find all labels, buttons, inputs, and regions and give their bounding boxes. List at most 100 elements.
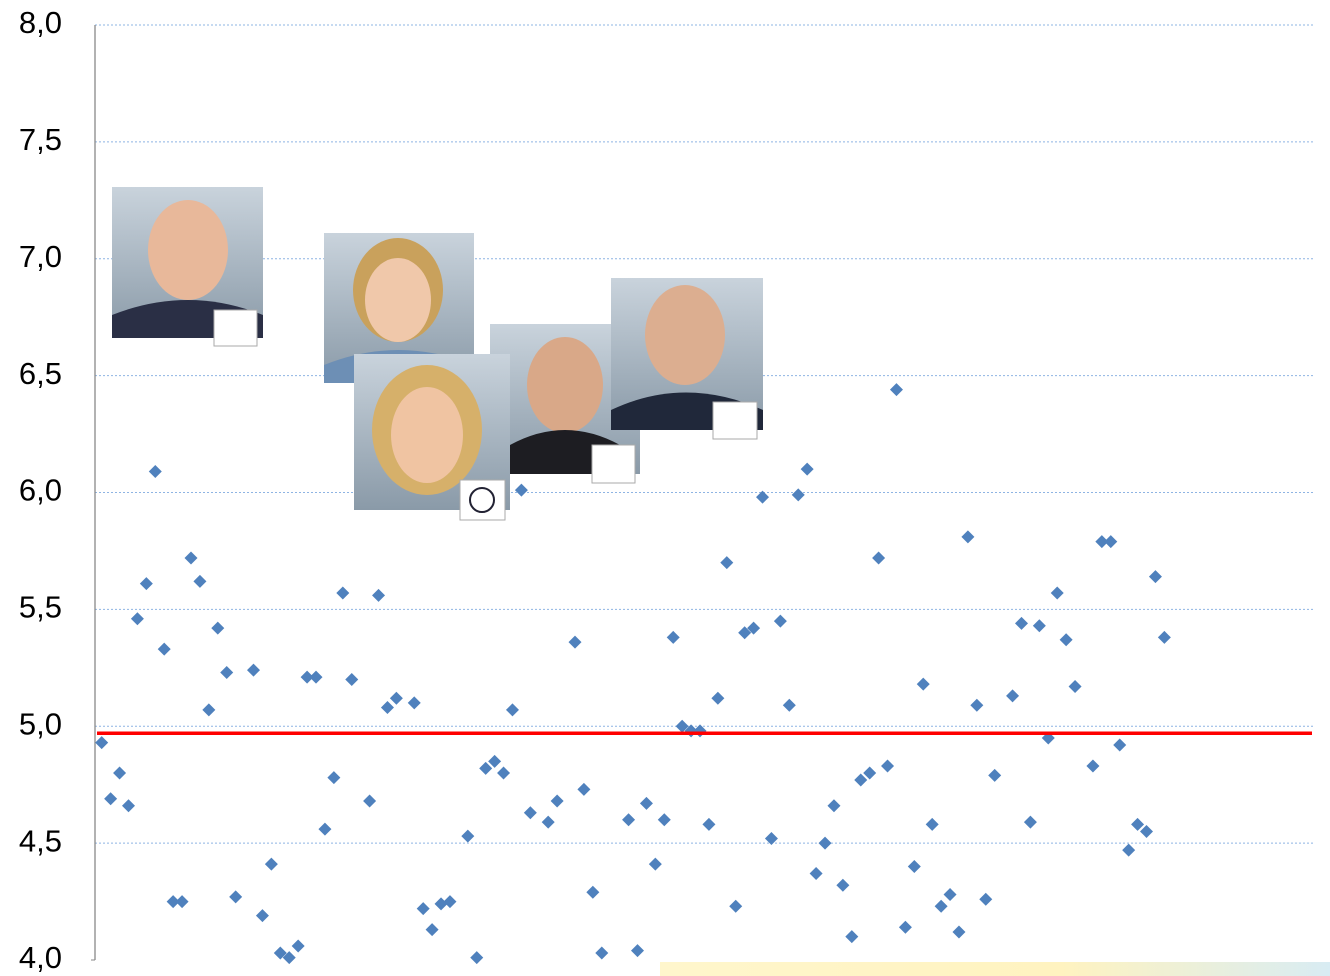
point [104, 792, 117, 805]
point [640, 797, 653, 810]
point [1131, 818, 1144, 831]
point [310, 671, 323, 684]
y-tick-label: 6,5 [19, 356, 62, 391]
point [952, 925, 965, 938]
point [1033, 619, 1046, 632]
point [372, 589, 385, 602]
point [390, 692, 403, 705]
point [1024, 816, 1037, 829]
point [586, 886, 599, 899]
point [381, 701, 394, 714]
point [176, 895, 189, 908]
y-tick-label: 6,0 [19, 473, 62, 508]
point [417, 902, 430, 915]
point [1006, 689, 1019, 702]
point [426, 923, 439, 936]
y-tick-label: 5,5 [19, 590, 62, 625]
point [158, 643, 171, 656]
point [256, 909, 269, 922]
point [845, 930, 858, 943]
point [836, 879, 849, 892]
point [247, 664, 260, 677]
point [149, 465, 162, 478]
point [202, 703, 215, 716]
point [863, 767, 876, 780]
point [872, 551, 885, 564]
point [488, 755, 501, 768]
chart: 4,0 4,5 5,0 5,5 6,0 6,5 7,0 7,5 8,0 [0, 0, 1330, 976]
point [265, 858, 278, 871]
y-tick-label: 5,0 [19, 706, 62, 741]
point [702, 818, 715, 831]
point [345, 673, 358, 686]
point [774, 615, 787, 628]
point [1086, 759, 1099, 772]
y-tick-label: 4,0 [19, 940, 62, 975]
point [479, 762, 492, 775]
point [881, 759, 894, 772]
point [140, 577, 153, 590]
point [926, 818, 939, 831]
point [631, 944, 644, 957]
point [979, 893, 992, 906]
point [461, 830, 474, 843]
plot-area: 4,0 4,5 5,0 5,5 6,0 6,5 7,0 7,5 8,0 [19, 5, 1315, 975]
point [408, 696, 421, 709]
point [497, 767, 510, 780]
point [336, 587, 349, 600]
point [908, 860, 921, 873]
point [854, 774, 867, 787]
point [577, 783, 590, 796]
point [944, 888, 957, 901]
point [827, 799, 840, 812]
point [988, 769, 1001, 782]
point [1060, 633, 1073, 646]
point [113, 767, 126, 780]
point [443, 895, 456, 908]
point [1140, 825, 1153, 838]
point [917, 678, 930, 691]
point [229, 890, 242, 903]
photo [611, 278, 763, 439]
point [783, 699, 796, 712]
point [890, 383, 903, 396]
point [184, 551, 197, 564]
point [470, 951, 483, 964]
point [292, 939, 305, 952]
point [122, 799, 135, 812]
point [435, 897, 448, 910]
point [792, 488, 805, 501]
y-tick-label: 8,0 [19, 5, 62, 40]
point [658, 813, 671, 826]
point [810, 867, 823, 880]
point [1158, 631, 1171, 644]
point [131, 612, 144, 625]
y-tick-label: 4,5 [19, 823, 62, 858]
point [961, 530, 974, 543]
point [524, 806, 537, 819]
y-tick-label: 7,5 [19, 122, 62, 157]
point [1113, 738, 1126, 751]
point [1015, 617, 1028, 630]
point [801, 463, 814, 476]
point [1069, 680, 1082, 693]
photo [112, 187, 263, 346]
point [506, 703, 519, 716]
point [595, 946, 608, 959]
point [819, 837, 832, 850]
point [970, 699, 983, 712]
point [211, 622, 224, 635]
point [551, 795, 564, 808]
photo [354, 354, 510, 520]
point [729, 900, 742, 913]
decoration [660, 962, 1330, 976]
point [711, 692, 724, 705]
point [720, 556, 733, 569]
point [220, 666, 233, 679]
y-tick-label: 7,0 [19, 239, 62, 274]
point [649, 858, 662, 871]
point [1104, 535, 1117, 548]
point [1122, 844, 1135, 857]
point [899, 921, 912, 934]
point [95, 736, 108, 749]
